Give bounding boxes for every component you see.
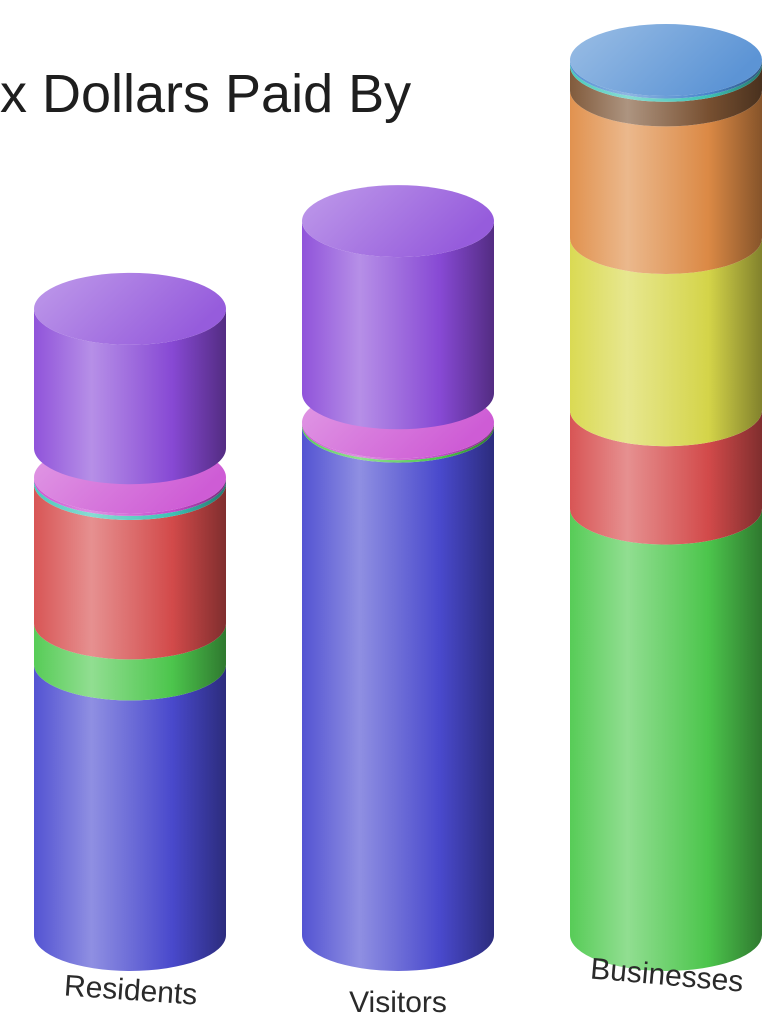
segment-residents-2 (34, 484, 226, 660)
cylinder-stacks (34, 24, 762, 972)
exploded-segment-residents (34, 308, 226, 485)
chart-title: x Dollars Paid By (0, 64, 411, 124)
category-label-visitors: Visitors (349, 986, 447, 1019)
segment-residents-1 (34, 623, 226, 701)
exploded-segment-top-residents (34, 272, 226, 345)
segment-businesses-2 (570, 410, 762, 545)
segment-businesses-5 (570, 65, 762, 127)
cylinder-stack-businesses (570, 24, 762, 971)
exploded-segment-top-visitors (302, 185, 494, 258)
cylinder-stack-visitors (302, 185, 494, 972)
exploded-segment-visitors (302, 221, 494, 430)
segment-businesses-3 (570, 238, 762, 447)
segment-residents-0 (34, 664, 226, 971)
segment-visitors-0 (302, 426, 494, 972)
cylinder-stack-residents (34, 272, 226, 971)
segment-businesses-4 (570, 90, 762, 275)
segment-businesses-1 (570, 508, 762, 971)
category-label-residents: Residents (63, 969, 198, 1011)
segment-top-businesses (570, 24, 762, 97)
